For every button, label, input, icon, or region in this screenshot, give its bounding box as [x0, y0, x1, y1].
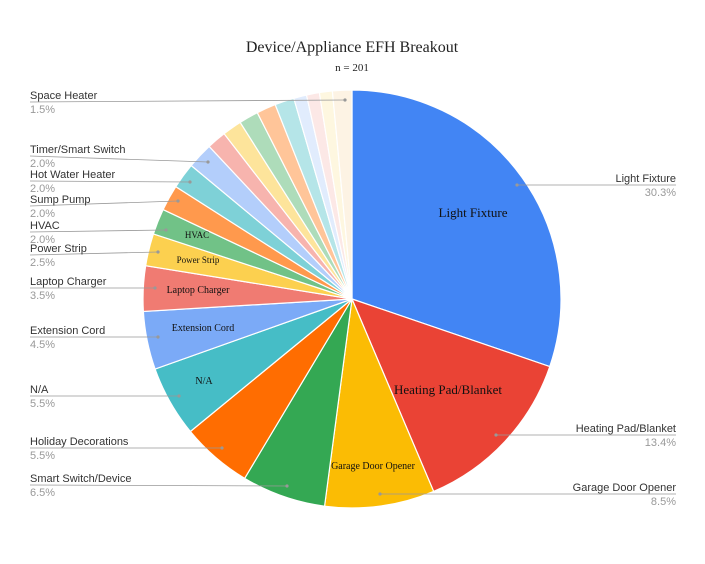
- pie-slice: [323, 296, 435, 509]
- slice-percent: 3.5%: [30, 290, 55, 302]
- slice-inside-label: Extension Cord: [172, 323, 235, 334]
- leader-line: [29, 99, 346, 103]
- leader-dot: [220, 446, 224, 450]
- leader-dot: [343, 98, 347, 102]
- pie-inside-labels: Light Fixture Heating Pad/Blanket Garage D…: [167, 205, 508, 472]
- leader-dot: [177, 394, 181, 398]
- leader-line: [29, 229, 167, 233]
- slice-label: Light Fixture: [615, 173, 676, 185]
- slice-percent: 13.4%: [645, 437, 676, 449]
- leader-dot: [378, 492, 382, 496]
- leader-dot: [153, 286, 157, 290]
- leader-dot: [164, 228, 168, 232]
- slice-percent: 5.5%: [30, 398, 55, 410]
- leader-line: [29, 180, 191, 183]
- slice-label: Garage Door Opener: [573, 482, 677, 494]
- leader-dot: [176, 199, 180, 203]
- leader-line: [29, 484, 288, 487]
- slice-label: Laptop Charger: [30, 276, 107, 288]
- slice-percent: 8.5%: [651, 496, 676, 508]
- leader-dot: [494, 433, 498, 437]
- slice-label: Timer/Smart Switch: [30, 144, 126, 156]
- slice-label: Sump Pump: [30, 194, 91, 206]
- slice-percent: 2.0%: [30, 208, 55, 220]
- slice-percent: 2.0%: [30, 158, 55, 170]
- pie-slices: [142, 89, 562, 509]
- chart-title: Device/Appliance EFH Breakout: [246, 39, 459, 56]
- slice-percent: 2.0%: [30, 183, 55, 195]
- slice-label: Power Strip: [30, 243, 87, 255]
- pie-slice: [350, 297, 551, 493]
- leader-line: [29, 155, 209, 163]
- pie-slice: [331, 89, 353, 300]
- slice-inside-label: HVAC: [185, 230, 209, 240]
- slice-inside-label: Power Strip: [177, 255, 220, 265]
- leader-dot: [156, 335, 160, 339]
- leader-dot: [188, 180, 192, 184]
- slice-percent: 4.5%: [30, 339, 55, 351]
- leader-dot: [515, 183, 519, 187]
- chart-subtitle: n = 201: [335, 62, 369, 74]
- slice-label: Holiday Decorations: [30, 436, 129, 448]
- slice-inside-label: Laptop Charger: [167, 285, 231, 296]
- slice-percent: 6.5%: [30, 487, 55, 499]
- slice-percent: 2.5%: [30, 257, 55, 269]
- leader-dot: [156, 250, 160, 254]
- slice-percent: 2.0%: [30, 234, 55, 246]
- slice-label: HVAC: [30, 220, 60, 232]
- slice-label: N/A: [30, 384, 49, 396]
- slice-label: Hot Water Heater: [30, 169, 116, 181]
- leader-line: [29, 200, 179, 207]
- slice-inside-label: N/A: [195, 376, 213, 387]
- slice-label: Extension Cord: [30, 325, 105, 337]
- slice-label: Smart Switch/Device: [30, 473, 131, 485]
- pie-slice: [351, 89, 562, 368]
- leader-dot: [285, 484, 289, 488]
- slice-label: Heating Pad/Blanket: [576, 423, 676, 435]
- pie-outside-labels: Light Fixture 30.3% Heating Pad/Blanket 13.…: [29, 90, 677, 508]
- leader-dot: [206, 160, 210, 164]
- slice-inside-label: Garage Door Opener: [331, 461, 416, 472]
- slice-inside-label: Heating Pad/Blanket: [394, 382, 502, 397]
- leader-line: [29, 251, 159, 256]
- slice-inside-label: Light Fixture: [439, 205, 508, 220]
- slice-percent: 5.5%: [30, 450, 55, 462]
- slice-percent: 1.5%: [30, 104, 55, 116]
- slice-label: Space Heater: [30, 90, 98, 102]
- slice-percent: 30.3%: [645, 187, 676, 199]
